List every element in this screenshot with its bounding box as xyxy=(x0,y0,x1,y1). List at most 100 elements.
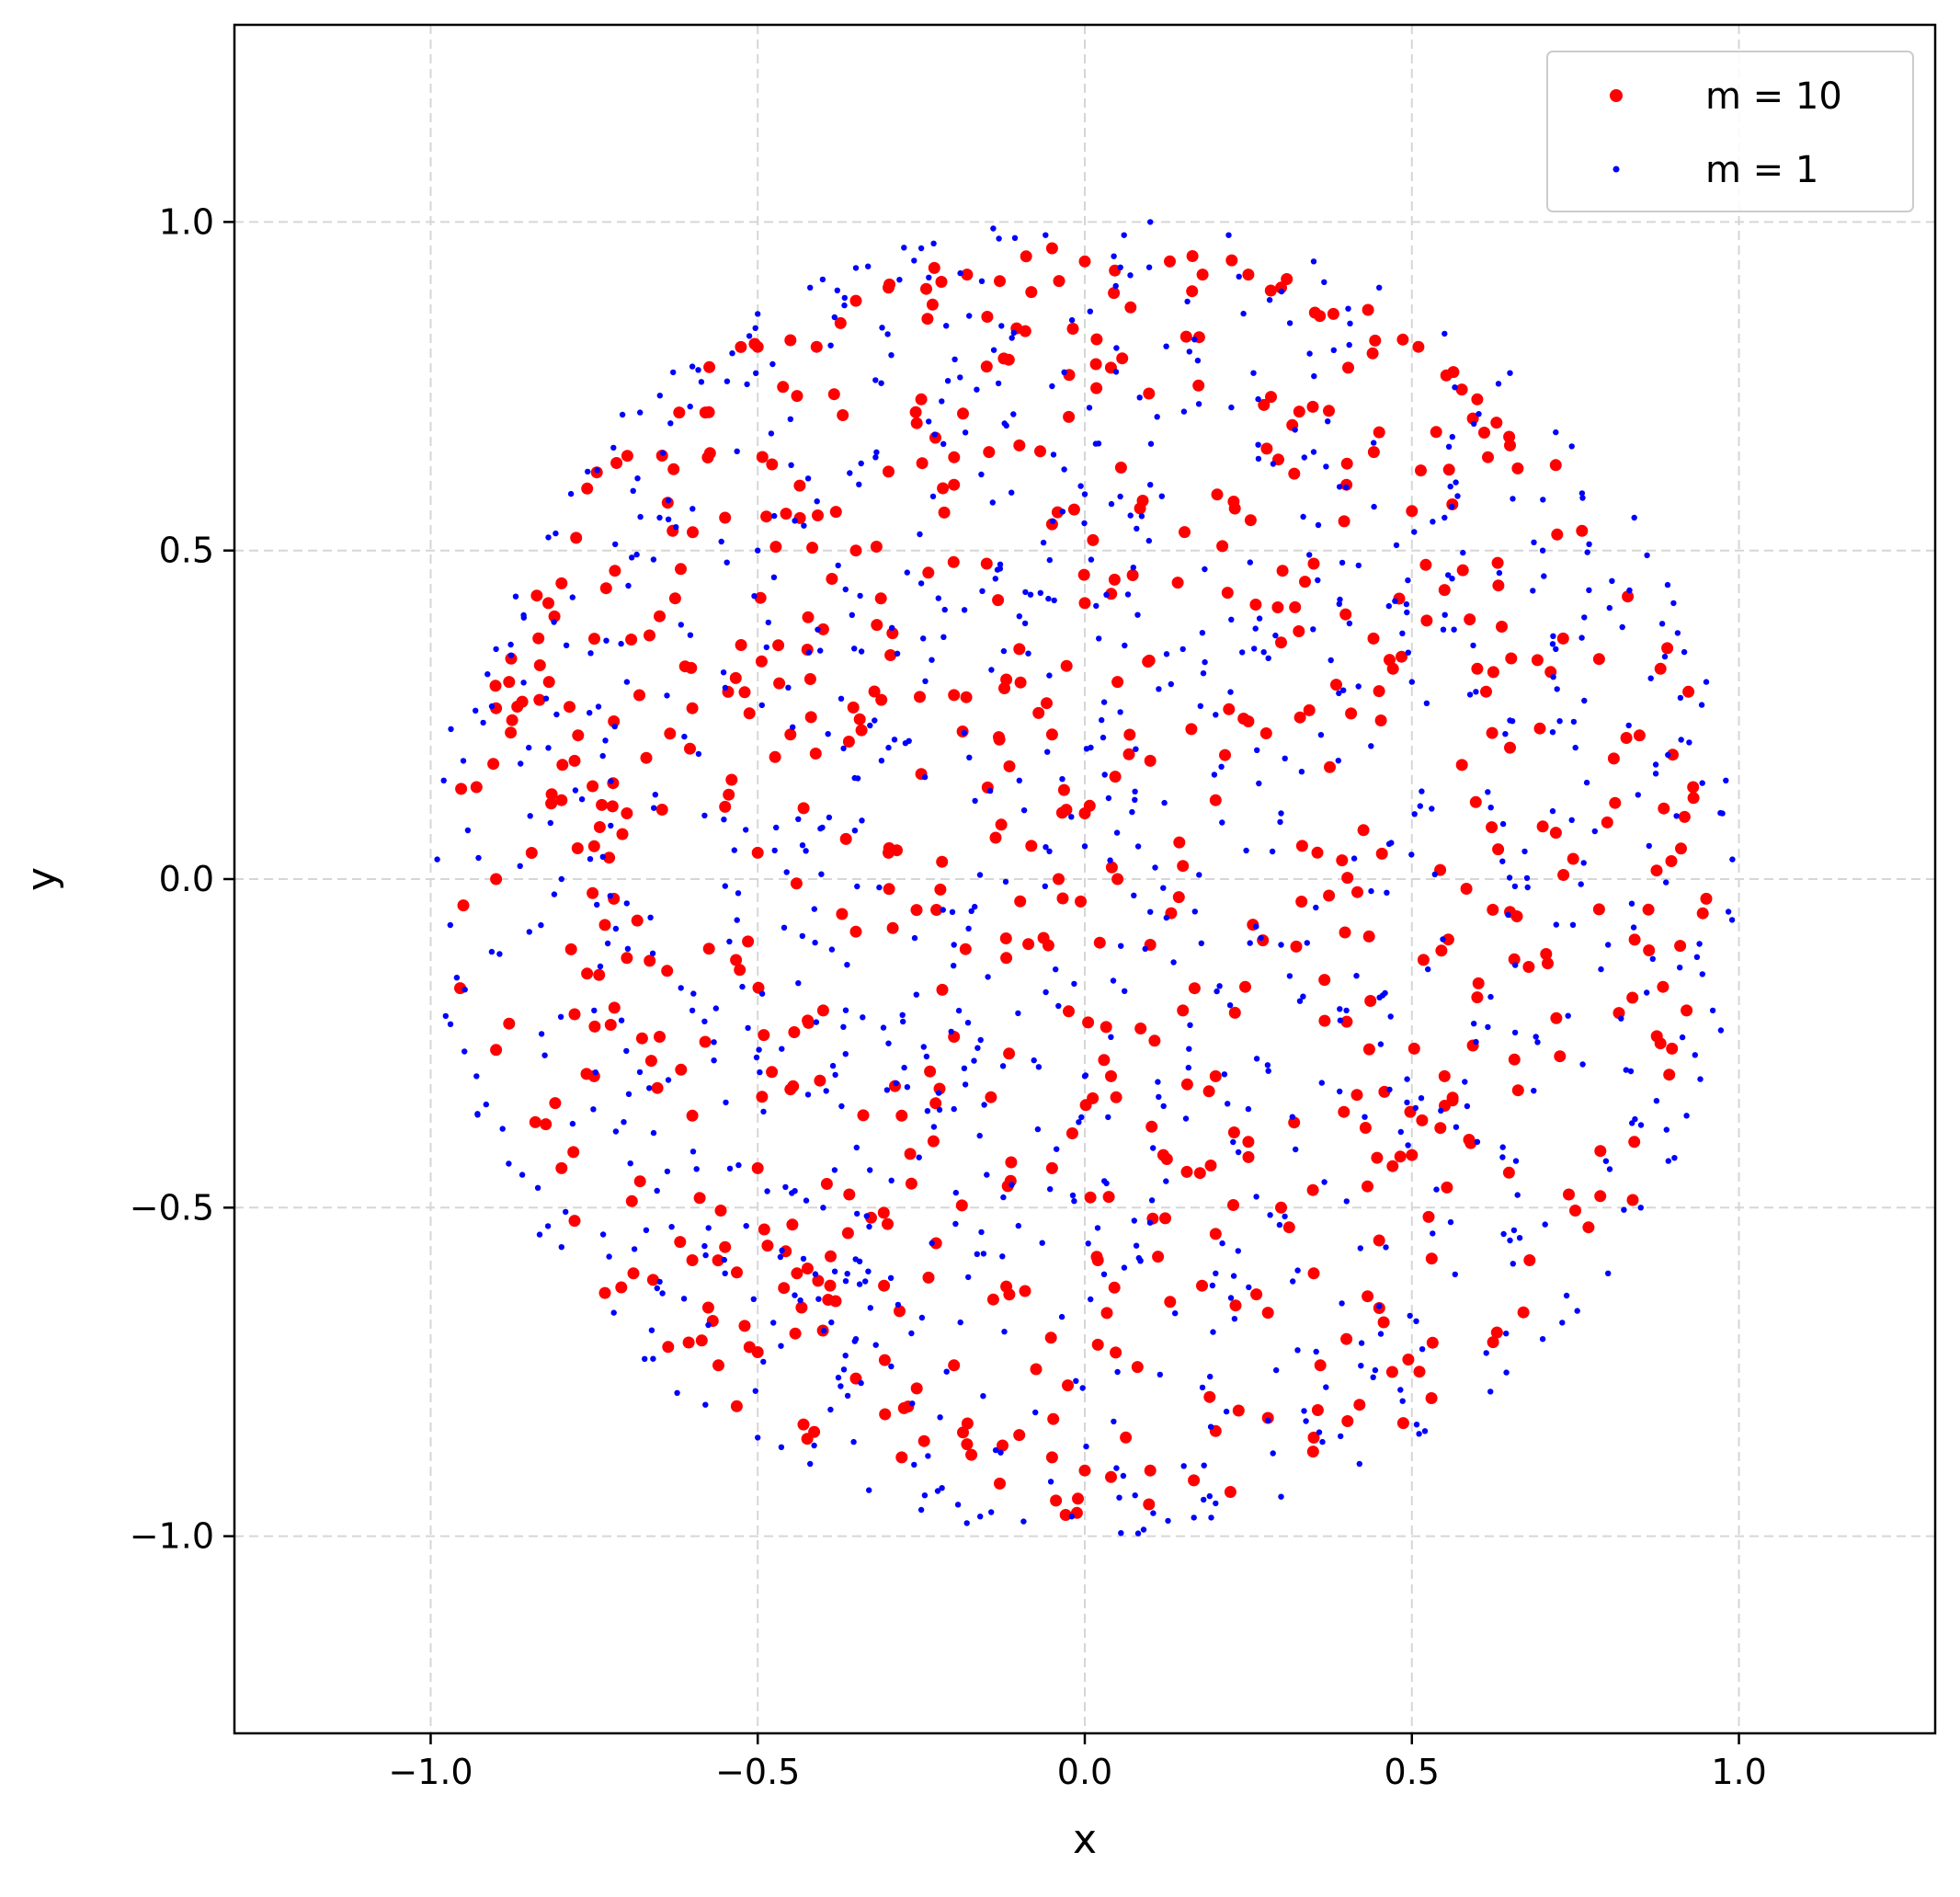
point-m1 xyxy=(660,450,667,456)
point-m10 xyxy=(568,1008,581,1021)
point-m1 xyxy=(1454,493,1461,499)
point-m1 xyxy=(594,901,600,909)
point-m1 xyxy=(623,900,630,907)
point-m10 xyxy=(1426,1336,1439,1349)
point-m1 xyxy=(1037,589,1044,596)
point-m1 xyxy=(527,813,533,819)
point-m1 xyxy=(838,1103,845,1110)
point-m1 xyxy=(1049,383,1055,390)
point-m10 xyxy=(457,899,470,912)
point-m1 xyxy=(842,1007,849,1013)
point-m10 xyxy=(686,1109,699,1122)
point-m10 xyxy=(1330,679,1342,691)
point-m10 xyxy=(608,715,621,727)
point-m1 xyxy=(1253,923,1259,930)
point-m1 xyxy=(750,1296,757,1303)
point-m1 xyxy=(1683,1113,1690,1119)
point-m10 xyxy=(568,754,581,767)
point-m10 xyxy=(596,798,609,811)
point-m1 xyxy=(966,313,973,319)
point-m1 xyxy=(1042,883,1049,889)
point-m10 xyxy=(820,1178,833,1190)
point-m1 xyxy=(760,1108,767,1115)
point-m1 xyxy=(980,1251,987,1257)
point-m1 xyxy=(1530,588,1536,594)
point-m1 xyxy=(811,1442,817,1449)
point-m10 xyxy=(1601,816,1613,829)
point-m1 xyxy=(553,530,559,537)
point-m1 xyxy=(850,1438,857,1446)
point-m1 xyxy=(526,929,532,935)
point-m10 xyxy=(1364,995,1377,1007)
point-m1 xyxy=(1399,1398,1406,1404)
point-m1 xyxy=(434,856,440,863)
point-m10 xyxy=(895,1451,908,1464)
point-m1 xyxy=(955,1007,963,1014)
point-m1 xyxy=(1521,848,1528,855)
point-m1 xyxy=(1131,1217,1138,1224)
point-m10 xyxy=(581,482,594,495)
point-m1 xyxy=(1170,959,1177,966)
point-m10 xyxy=(1377,1316,1390,1329)
point-m1 xyxy=(851,646,858,652)
point-m1 xyxy=(1397,1128,1405,1136)
point-m10 xyxy=(1406,505,1419,518)
point-m10 xyxy=(1460,883,1473,895)
point-m1 xyxy=(1578,634,1585,641)
point-m1 xyxy=(1230,1138,1236,1146)
point-m1 xyxy=(901,1064,907,1071)
point-m1 xyxy=(1637,1122,1645,1128)
point-m10 xyxy=(769,750,781,763)
point-m1 xyxy=(722,1270,728,1277)
point-m1 xyxy=(801,522,807,529)
point-m10 xyxy=(1242,1150,1255,1163)
point-m10 xyxy=(1407,1042,1420,1055)
point-m10 xyxy=(1177,1004,1190,1017)
point-m1 xyxy=(887,1274,895,1282)
point-m1 xyxy=(1086,405,1093,411)
point-m1 xyxy=(1278,810,1284,817)
point-m10 xyxy=(1682,685,1695,698)
point-m10 xyxy=(545,797,558,810)
point-m10 xyxy=(878,1279,891,1292)
point-m10 xyxy=(1060,659,1073,672)
point-m10 xyxy=(587,886,599,899)
point-m10 xyxy=(789,1327,802,1340)
point-m10 xyxy=(1511,462,1524,474)
point-m1 xyxy=(1393,542,1400,549)
point-m1 xyxy=(1298,769,1305,775)
point-m10 xyxy=(1435,944,1448,957)
point-m1 xyxy=(893,1080,899,1087)
point-m1 xyxy=(517,863,523,869)
point-m1 xyxy=(1117,493,1123,500)
point-m1 xyxy=(720,669,727,676)
y-tick-label: 0.0 xyxy=(159,859,214,899)
point-m10 xyxy=(1369,334,1382,347)
point-m10 xyxy=(1090,382,1103,394)
point-m1 xyxy=(1209,1282,1216,1289)
point-m1 xyxy=(643,1227,650,1234)
point-m10 xyxy=(1295,896,1308,908)
point-m1 xyxy=(1697,1076,1704,1082)
point-m1 xyxy=(976,1132,983,1139)
point-m1 xyxy=(587,650,594,657)
point-m10 xyxy=(827,388,840,401)
point-m1 xyxy=(1221,1071,1228,1078)
point-m10 xyxy=(986,1293,999,1306)
point-m1 xyxy=(1336,600,1343,607)
point-m10 xyxy=(725,773,738,786)
point-m1 xyxy=(612,925,620,932)
point-m10 xyxy=(686,1254,699,1266)
point-m1 xyxy=(1147,440,1155,447)
point-m1 xyxy=(842,1051,849,1057)
point-m10 xyxy=(695,1334,708,1347)
point-m1 xyxy=(608,778,614,784)
point-m1 xyxy=(1586,541,1592,547)
point-m1 xyxy=(547,819,553,827)
point-m1 xyxy=(976,872,984,878)
point-m1 xyxy=(702,1401,709,1408)
point-m10 xyxy=(926,298,939,311)
point-m1 xyxy=(1160,1103,1167,1110)
point-m10 xyxy=(1663,1068,1676,1081)
point-m1 xyxy=(610,444,617,451)
